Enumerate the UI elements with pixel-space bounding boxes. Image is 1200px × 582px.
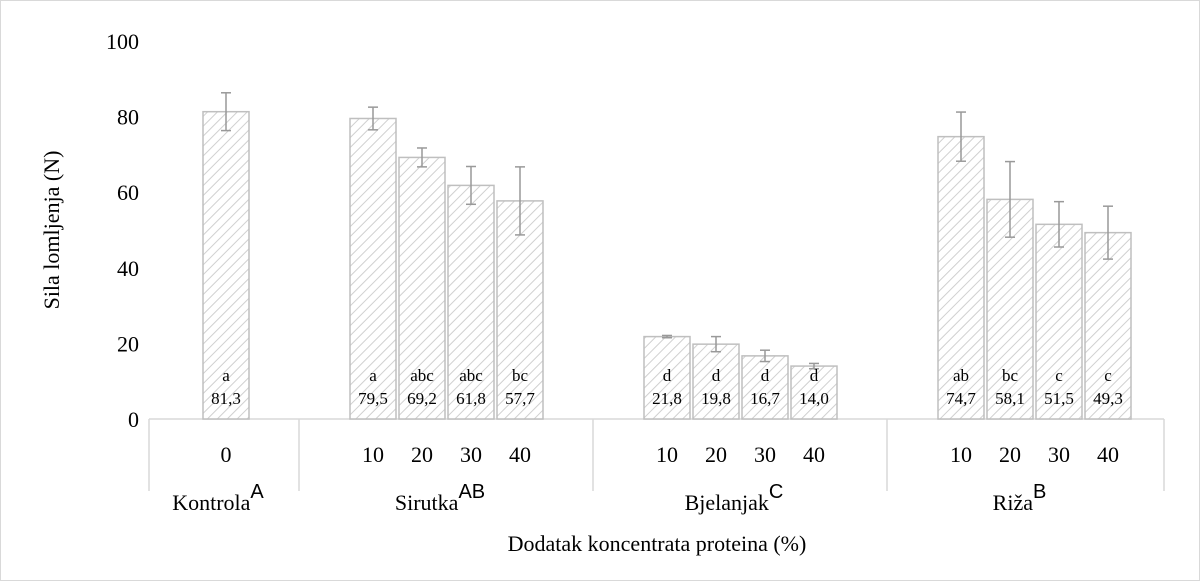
- bar: [1084, 231, 1132, 420]
- group-superscript: A: [250, 481, 264, 503]
- y-axis-title: Sila lomljenja (N): [39, 151, 64, 310]
- x-axis-title: Dodatak koncentrata proteina (%): [508, 531, 807, 556]
- bar: [790, 365, 838, 420]
- x-tick-label: 30: [460, 442, 482, 467]
- bar: [741, 355, 789, 420]
- x-tick-label: 20: [999, 442, 1021, 467]
- x-tick-label: 10: [950, 442, 972, 467]
- significance-letter: bc: [1002, 366, 1019, 385]
- x-tick-label: 0: [221, 442, 232, 467]
- bar: [349, 117, 397, 420]
- bars: a81,3a79,5abc69,2abc61,8bc57,7d21,8d19,8…: [202, 92, 1132, 420]
- significance-letter: ab: [953, 366, 969, 385]
- x-tick-label: 10: [362, 442, 384, 467]
- data-label: 14,0: [799, 389, 829, 408]
- x-tick-label: 40: [803, 442, 825, 467]
- data-label: 49,3: [1093, 389, 1123, 408]
- significance-letter: abc: [459, 366, 483, 385]
- x-tick-label: 20: [411, 442, 433, 467]
- significance-letter: d: [810, 366, 819, 385]
- group-label: RižaB: [993, 481, 1047, 515]
- significance-letter: c: [1055, 366, 1063, 385]
- bar: [937, 135, 985, 420]
- significance-letter: a: [222, 366, 230, 385]
- group-superscript: AB: [458, 481, 485, 503]
- data-label: 61,8: [456, 389, 486, 408]
- significance-letter: a: [369, 366, 377, 385]
- significance-letter: bc: [512, 366, 529, 385]
- y-tick-label: 20: [117, 331, 139, 356]
- bar: [202, 110, 250, 420]
- group-label: KontrolaA: [172, 481, 264, 515]
- data-label: 81,3: [211, 389, 241, 408]
- group-name: Bjelanjak: [685, 490, 769, 515]
- significance-letter: abc: [410, 366, 434, 385]
- group-name: Sirutka: [395, 490, 459, 515]
- bar: [447, 184, 495, 420]
- y-tick-label: 100: [106, 29, 139, 54]
- x-tick-label: 30: [1048, 442, 1070, 467]
- significance-letter: d: [761, 366, 770, 385]
- bar: [1035, 223, 1083, 420]
- y-tick-label: 40: [117, 256, 139, 281]
- y-tick-label: 80: [117, 105, 139, 130]
- bar: [496, 200, 544, 420]
- x-tick-label: 10: [656, 442, 678, 467]
- data-label: 57,7: [505, 389, 535, 408]
- group-label: SirutkaAB: [395, 481, 485, 515]
- significance-letter: c: [1104, 366, 1112, 385]
- group-superscript: B: [1033, 481, 1046, 503]
- group-name: Kontrola: [172, 490, 250, 515]
- x-tick-label: 30: [754, 442, 776, 467]
- data-label: 51,5: [1044, 389, 1074, 408]
- group-name: Riža: [993, 490, 1034, 515]
- x-tick-label: 40: [509, 442, 531, 467]
- y-tick-label: 60: [117, 180, 139, 205]
- data-label: 58,1: [995, 389, 1025, 408]
- y-tick-label: 0: [128, 407, 139, 432]
- group-label: BjelanjakC: [685, 481, 784, 515]
- data-label: 16,7: [750, 389, 780, 408]
- x-tick-label: 40: [1097, 442, 1119, 467]
- significance-letter: d: [663, 366, 672, 385]
- data-label: 74,7: [946, 389, 976, 408]
- x-tick-label: 20: [705, 442, 727, 467]
- data-label: 69,2: [407, 389, 437, 408]
- data-label: 79,5: [358, 389, 388, 408]
- significance-letter: d: [712, 366, 721, 385]
- group-superscript: C: [769, 481, 783, 503]
- bar: [398, 156, 446, 420]
- data-label: 21,8: [652, 389, 682, 408]
- data-label: 19,8: [701, 389, 731, 408]
